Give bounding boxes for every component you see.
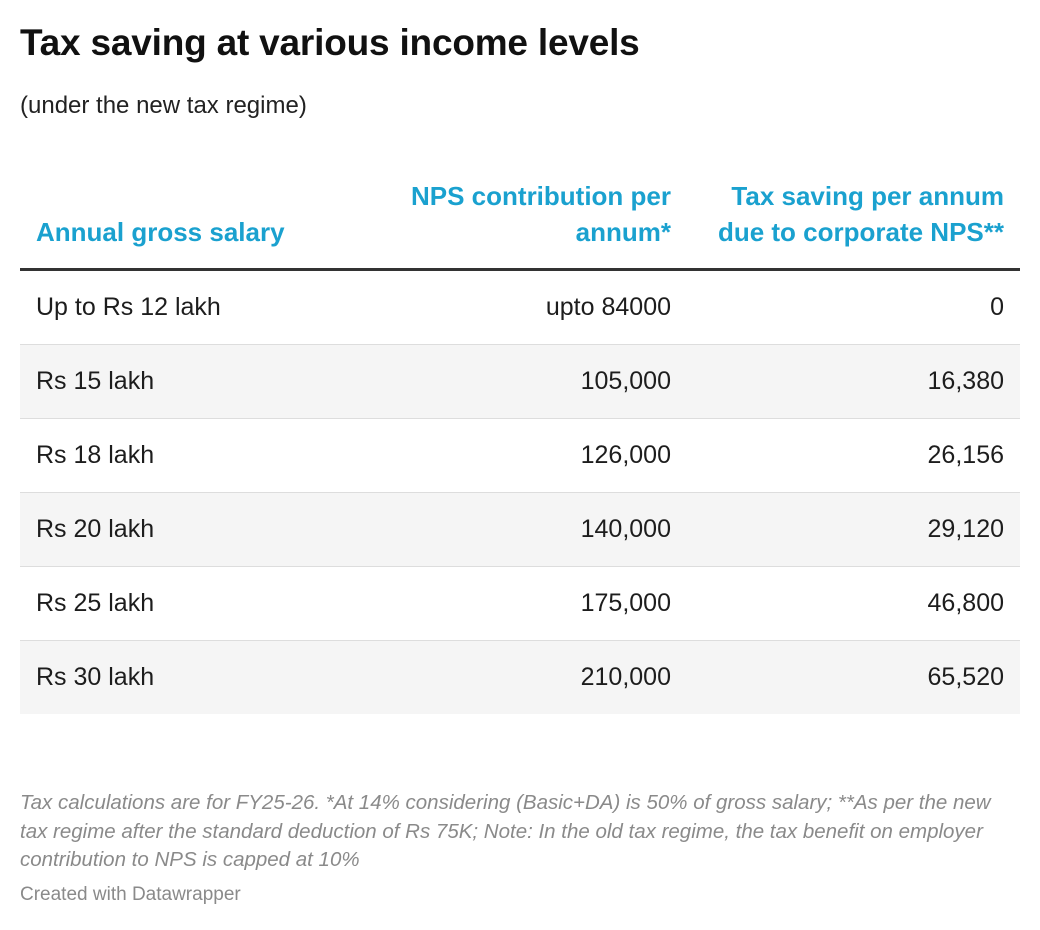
column-header-tax-saving[interactable]: Tax saving per annum due to corporate NP… [687, 178, 1020, 271]
column-header-annual-gross-salary[interactable]: Annual gross salary [20, 178, 310, 271]
cell-salary: Rs 25 lakh [20, 566, 310, 641]
table-row: Rs 30 lakh 210,000 65,520 [20, 640, 1020, 714]
table-row: Rs 20 lakh 140,000 29,120 [20, 492, 1020, 567]
cell-tax-saving: 46,800 [687, 566, 1020, 641]
cell-tax-saving: 16,380 [687, 344, 1020, 419]
table-row: Rs 15 lakh 105,000 16,380 [20, 344, 1020, 419]
cell-nps-contribution: 175,000 [310, 566, 687, 641]
cell-nps-contribution: 126,000 [310, 418, 687, 493]
data-table: Annual gross salary NPS contribution per… [20, 178, 1020, 714]
table-row: Rs 25 lakh 175,000 46,800 [20, 566, 1020, 641]
table-row: Rs 18 lakh 126,000 26,156 [20, 418, 1020, 493]
cell-salary: Rs 30 lakh [20, 640, 310, 714]
cell-tax-saving: 0 [687, 269, 1020, 345]
cell-tax-saving: 26,156 [687, 418, 1020, 493]
cell-salary: Rs 18 lakh [20, 418, 310, 493]
cell-nps-contribution: upto 84000 [310, 269, 687, 345]
cell-tax-saving: 65,520 [687, 640, 1020, 714]
cell-nps-contribution: 210,000 [310, 640, 687, 714]
cell-salary: Rs 15 lakh [20, 344, 310, 419]
cell-nps-contribution: 105,000 [310, 344, 687, 419]
cell-tax-saving: 29,120 [687, 492, 1020, 567]
cell-salary: Rs 20 lakh [20, 492, 310, 567]
cell-salary: Up to Rs 12 lakh [20, 269, 310, 345]
footnote-text: Tax calculations are for FY25-26. *At 14… [20, 791, 991, 871]
cell-nps-contribution: 140,000 [310, 492, 687, 567]
table-row: Up to Rs 12 lakh upto 84000 0 [20, 269, 1020, 345]
table-header-row: Annual gross salary NPS contribution per… [20, 178, 1020, 271]
datawrapper-credit-link[interactable]: Created with Datawrapper [20, 884, 241, 905]
column-header-nps-contribution[interactable]: NPS contribution per annum* [310, 178, 687, 271]
chart-title: Tax saving at various income levels [20, 22, 640, 63]
chart-subtitle: (under the new tax regime) [20, 92, 307, 119]
